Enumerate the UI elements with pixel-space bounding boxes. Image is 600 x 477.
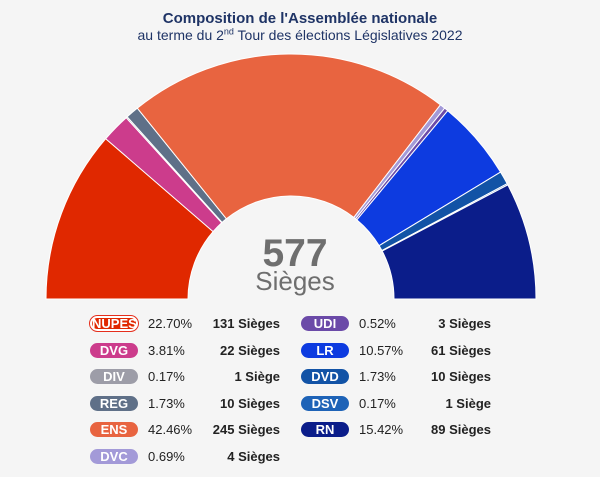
subtitle-text-start: au terme du 2 <box>137 27 224 43</box>
legend-row-nupes: NUPES 22.70% 131 Sièges <box>90 315 290 333</box>
legend-party-badge: DSV <box>301 395 349 411</box>
legend-party-badge: DVD <box>301 369 349 384</box>
legend-row-div: DIV 0.17% 1 Siège <box>90 368 290 386</box>
legend-percent: 0.52% <box>359 316 396 331</box>
legend-row-rn: RN 15.42% 89 Sièges <box>301 421 501 439</box>
legend-party-badge: UDI <box>301 316 349 331</box>
legend-row-dvc: DVC 0.69% 4 Sièges <box>90 448 290 466</box>
legend-seats: 4 Sièges <box>227 448 280 464</box>
total-seats-label: Sièges <box>255 266 335 296</box>
legend-seats: 131 Sièges <box>212 316 280 331</box>
legend-party-badge: ENS <box>90 422 138 437</box>
legend-seats: 10 Sièges <box>220 395 280 411</box>
legend-row-ens: ENS 42.46% 245 Sièges <box>90 421 290 439</box>
chart-title: Composition de l'Assemblée nationale <box>162 10 438 27</box>
legend-percent: 0.17% <box>148 369 185 384</box>
legend-party-badge: REG <box>90 395 138 411</box>
legend-percent: 0.17% <box>359 395 396 411</box>
legend-percent: 10.57% <box>359 342 404 358</box>
legend-seats: 1 Siège <box>234 369 280 384</box>
chart-subtitle: au terme du 2nd Tour des élections Légis… <box>0 26 600 44</box>
legend-party-badge: DIV <box>90 369 138 384</box>
legend-seats: 245 Sièges <box>212 422 280 437</box>
legend-percent: 0.69% <box>148 448 185 464</box>
slice-rn <box>381 184 537 300</box>
slice-ens <box>136 53 442 220</box>
legend-seats: 89 Sièges <box>431 422 491 437</box>
legend-party-badge: DVG <box>90 342 138 358</box>
legend-seats: 3 Sièges <box>438 316 491 331</box>
slice-nupes <box>45 137 214 300</box>
legend-row-reg: REG 1.73% 10 Sièges <box>90 395 290 413</box>
legend-party-badge: NUPES <box>90 316 138 331</box>
subtitle-text-end: Tour des élections Législatives 2022 <box>233 27 463 43</box>
legend-percent: 15.42% <box>359 422 404 437</box>
legend-party-badge: RN <box>301 422 349 437</box>
legend-party-badge: DVC <box>90 448 138 464</box>
legend-seats: 61 Sièges <box>431 342 491 358</box>
legend-percent: 42.46% <box>148 422 193 437</box>
legend-seats: 1 Siège <box>445 395 491 411</box>
subtitle-superscript: nd <box>223 26 234 37</box>
legend-percent: 1.73% <box>148 395 185 411</box>
legend-row-dvd: DVD 1.73% 10 Sièges <box>301 368 501 386</box>
legend-party-badge: LR <box>301 342 349 358</box>
total-seats: 577 <box>262 232 328 275</box>
legend-row-dsv: DSV 0.17% 1 Siège <box>301 395 501 413</box>
legend-percent: 1.73% <box>359 369 396 384</box>
legend-percent: 3.81% <box>148 342 185 358</box>
legend-seats: 22 Sièges <box>220 342 280 358</box>
legend-percent: 22.70% <box>148 316 193 331</box>
legend-row-lr: LR 10.57% 61 Sièges <box>301 342 501 360</box>
legend-row-dvg: DVG 3.81% 22 Sièges <box>90 342 290 360</box>
legend-row-udi: UDI 0.52% 3 Sièges <box>301 315 501 333</box>
legend-seats: 10 Sièges <box>431 369 491 384</box>
